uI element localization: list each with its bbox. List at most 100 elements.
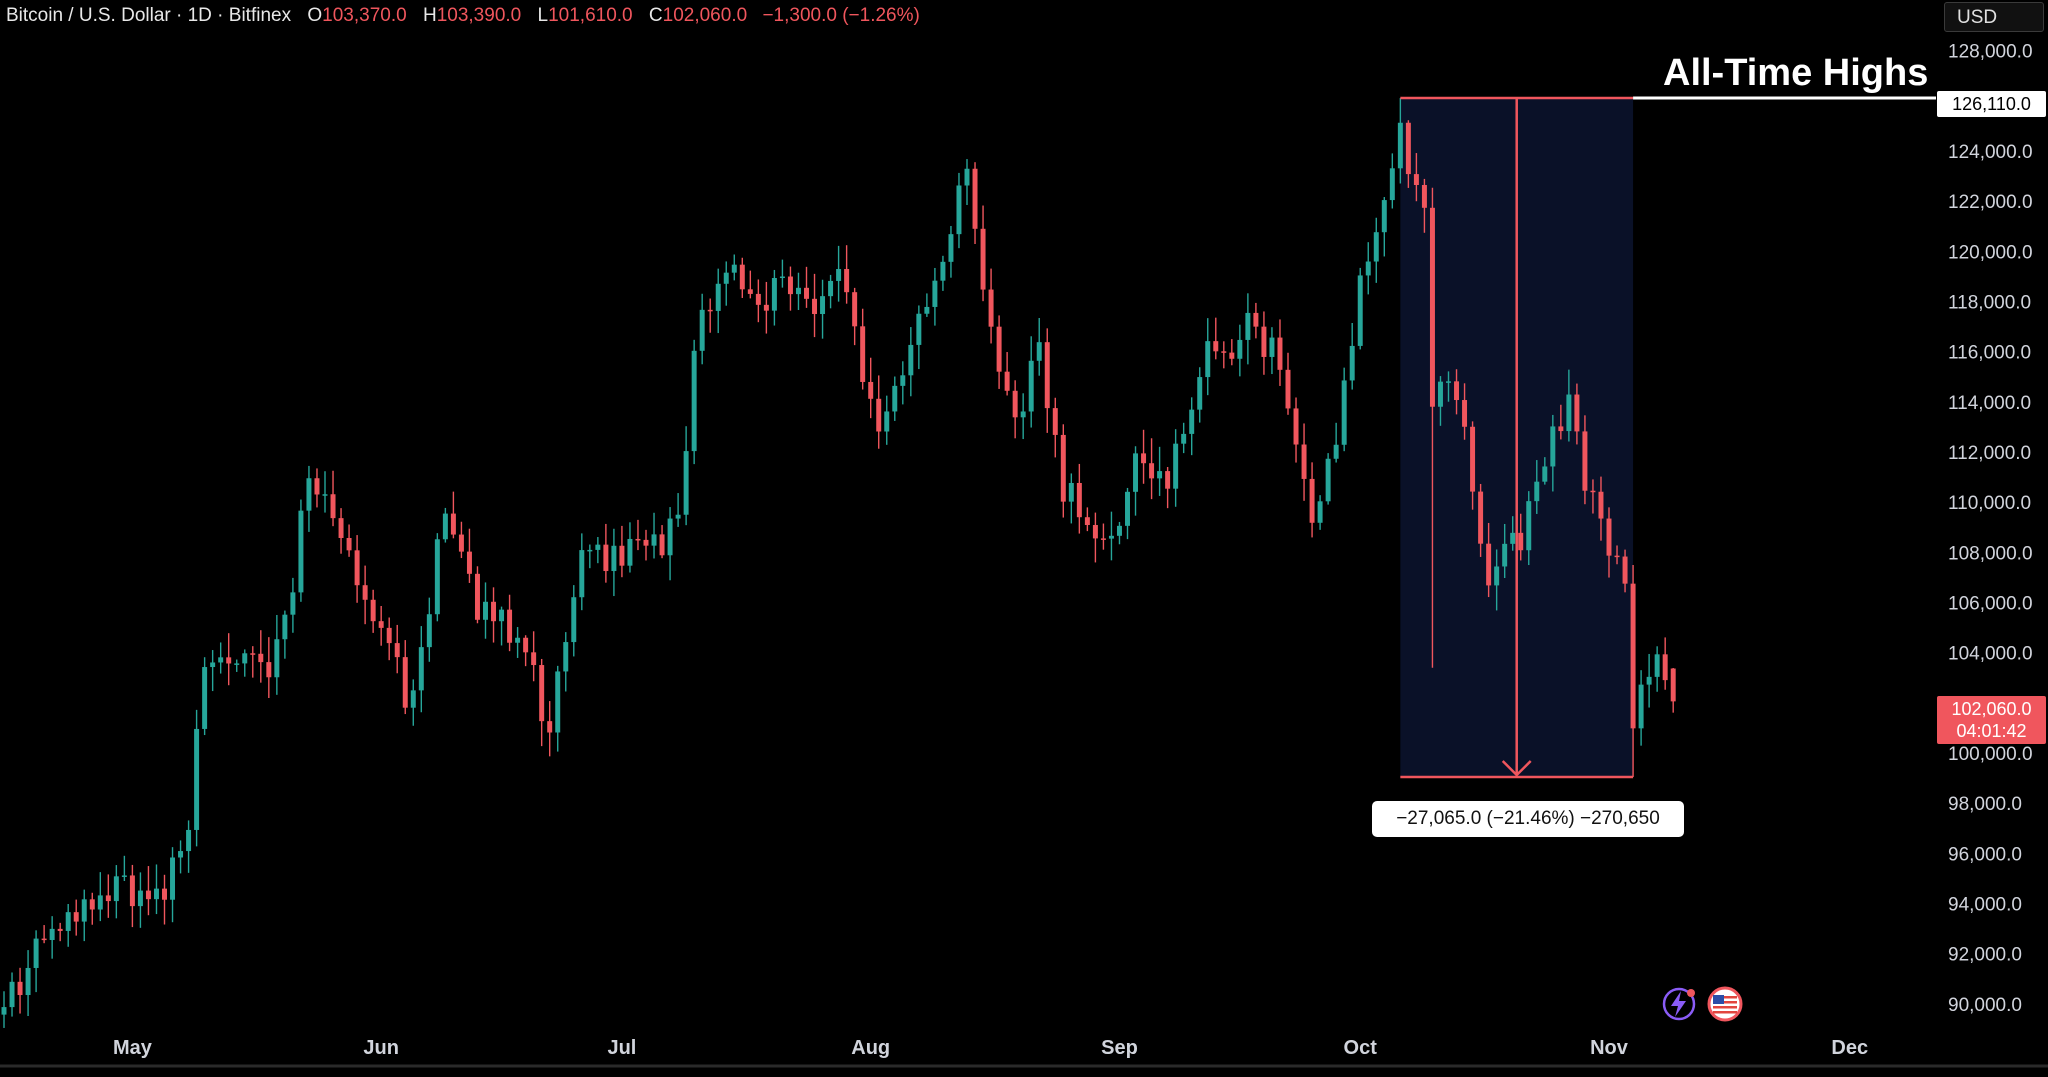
candle [266, 637, 272, 699]
candle-body [1116, 525, 1122, 536]
time-axis[interactable]: May Jun Jul Aug Sep Oct Nov Dec [0, 1037, 2048, 1068]
candle [491, 587, 497, 643]
candle-body [643, 539, 649, 546]
candle [1542, 457, 1548, 485]
candle [1245, 293, 1251, 365]
candle-body [97, 895, 103, 910]
candle-body [515, 637, 521, 643]
price-axis[interactable]: 90,000.0 92,000.0 94,000.0 96,000.0 98,000.0… [1948, 42, 2033, 1016]
chart-widgets [1660, 985, 1744, 1023]
candle [1141, 429, 1147, 484]
candle [1518, 513, 1524, 561]
candle-body [322, 494, 328, 496]
candle [603, 523, 609, 583]
candle-body [499, 609, 505, 622]
candle [1622, 549, 1628, 593]
candle [274, 614, 280, 695]
candle-body [1100, 538, 1106, 540]
candle [1221, 341, 1227, 369]
candle-body [828, 280, 834, 297]
candle [1462, 383, 1468, 440]
candle [643, 529, 649, 561]
candle-body [860, 326, 866, 382]
candle-body [571, 597, 577, 643]
candle [1365, 242, 1371, 295]
candle-body [900, 375, 906, 386]
candle [683, 426, 689, 526]
candle [1421, 178, 1427, 233]
candle [1253, 302, 1259, 339]
candle [563, 632, 569, 692]
y-tick-label: 106,000.0 [1948, 594, 2033, 615]
us-flag-badge-icon[interactable] [1706, 985, 1744, 1023]
candle [97, 872, 103, 922]
candle-body [274, 639, 280, 678]
candle [1100, 523, 1106, 550]
measure-result-label[interactable]: −27,065.0 (−21.46%) −270,650 [1372, 801, 1684, 837]
candle-body [892, 385, 898, 412]
candle-body [1012, 390, 1018, 418]
low-label: L [537, 5, 549, 26]
candle-body [1462, 400, 1468, 427]
candle-body [1165, 471, 1171, 489]
candle-body [1526, 501, 1532, 551]
candle-body [1108, 535, 1114, 539]
x-tick-label: Nov [1590, 1037, 1629, 1059]
candle-body [980, 228, 986, 290]
candle-body [707, 309, 713, 312]
candle-body [362, 585, 368, 600]
candle-body [1389, 168, 1395, 201]
candle-body [1293, 408, 1299, 445]
candle [779, 259, 785, 288]
candle-body [434, 539, 440, 615]
candle-body [1582, 431, 1588, 491]
candle [1654, 646, 1660, 692]
candle-body [627, 538, 633, 566]
candle-body [1550, 426, 1556, 467]
ath-annotation-title[interactable]: All-Time Highs [1663, 52, 1929, 94]
candle-body [699, 309, 705, 351]
candle [1397, 98, 1403, 184]
candle [499, 606, 505, 646]
candle-body [779, 276, 785, 279]
candle-body [1662, 654, 1668, 681]
candle [715, 268, 721, 334]
x-tick-label: Sep [1101, 1037, 1138, 1059]
candle-body [33, 938, 39, 968]
candle-body [57, 928, 63, 931]
zap-sparkle-icon[interactable] [1660, 985, 1698, 1023]
candle-body [1413, 174, 1419, 186]
candle [747, 270, 753, 299]
candle [258, 630, 264, 683]
candle [948, 225, 954, 278]
candle-body [226, 657, 232, 664]
candle-body [587, 549, 593, 552]
symbol-name[interactable]: Bitcoin / U.S. Dollar · 1D · Bitfinex [6, 5, 292, 26]
y-tick-label: 90,000.0 [1948, 995, 2022, 1016]
candle [186, 820, 192, 873]
candle-body [996, 326, 1002, 372]
currency-selector[interactable]: USD [1944, 2, 2044, 32]
candle-body [170, 857, 176, 900]
candle-body [458, 534, 464, 552]
candle-body [121, 875, 127, 877]
candle [298, 499, 304, 602]
candle-body [1269, 337, 1275, 357]
candle-body [1486, 543, 1492, 586]
candle [828, 274, 834, 309]
candle-body [1534, 481, 1540, 502]
candle-body [1349, 345, 1355, 381]
candle-body [81, 899, 87, 922]
candle [507, 594, 513, 652]
candle [659, 525, 665, 559]
candle-body [1446, 381, 1451, 383]
candle [410, 679, 416, 726]
candle [1004, 352, 1010, 396]
candle [988, 268, 994, 344]
candle [1582, 415, 1588, 505]
candle-body [306, 478, 312, 511]
symbol-legend: Bitcoin / U.S. Dollar · 1D · Bitfinex O1… [6, 5, 920, 27]
candle-body [202, 667, 208, 729]
